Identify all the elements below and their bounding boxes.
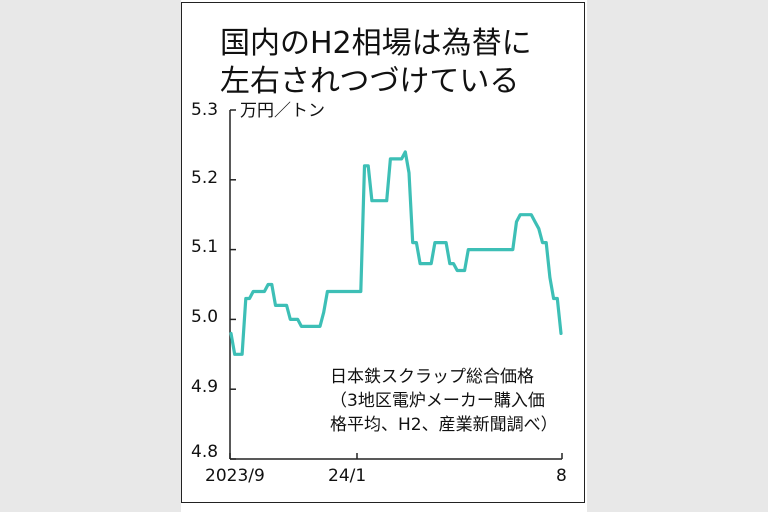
- chart-title-line-1: 国内のH2相場は為替に: [220, 26, 532, 61]
- series-line: [229, 150, 563, 356]
- y-tick-label: 5.3: [191, 100, 219, 120]
- chart-title-line-2: 左右されつづけている: [220, 64, 520, 99]
- x-tick-label: 24/1: [328, 466, 367, 486]
- y-tick-label: 5.1: [191, 237, 219, 257]
- y-tick-label: 5.2: [191, 168, 219, 188]
- source-note-line-2: （3地区電炉メーカー購入価: [330, 391, 545, 411]
- y-tick-label: 4.9: [191, 377, 219, 397]
- x-tick-label: 8: [556, 466, 567, 486]
- source-note-line-1: 日本鉄スクラップ総合価格: [330, 367, 534, 387]
- source-note-line-3: 格平均、H2、産業新聞調べ）: [330, 415, 558, 435]
- y-axis-unit: 万円／トン: [240, 101, 325, 121]
- y-tick-label: 5.0: [191, 307, 219, 327]
- chart-panel: [181, 0, 587, 512]
- x-tick-label: 2023/9: [205, 466, 265, 486]
- y-tick-label: 4.8: [191, 442, 219, 462]
- chart-frame: [181, 2, 585, 503]
